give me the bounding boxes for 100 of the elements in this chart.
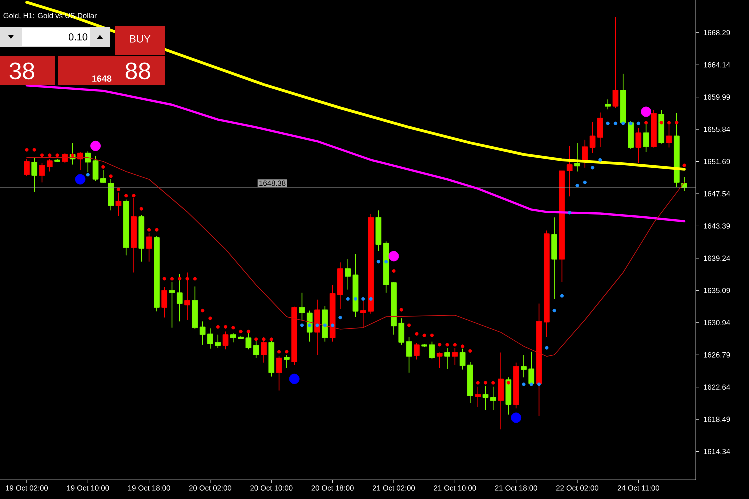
point [376, 260, 380, 264]
candlestick [162, 287, 168, 318]
point [32, 148, 36, 152]
point [537, 382, 542, 386]
point [484, 381, 488, 385]
point [354, 297, 358, 301]
candlestick [85, 151, 92, 173]
point [438, 343, 442, 347]
point [102, 165, 106, 169]
point [644, 121, 648, 125]
point [660, 121, 664, 125]
point [124, 194, 128, 198]
annotation: 38 [10, 62, 34, 80]
candlestick [253, 339, 260, 359]
point [246, 330, 251, 334]
point [453, 343, 457, 347]
candlestick [436, 352, 443, 369]
point [193, 277, 197, 281]
point [116, 188, 121, 192]
point [614, 122, 618, 126]
candlestick [666, 122, 672, 148]
point [388, 251, 400, 262]
point [346, 297, 350, 301]
point [300, 324, 304, 328]
candlestick [406, 336, 412, 374]
point [590, 166, 595, 170]
candlestick [612, 16, 619, 108]
point [606, 122, 610, 126]
candlestick [276, 356, 282, 392]
point [384, 260, 388, 264]
point [552, 308, 556, 313]
point [583, 180, 587, 184]
point [186, 277, 190, 281]
point [148, 228, 152, 232]
point [40, 154, 44, 158]
point [132, 194, 136, 198]
candlestick [261, 336, 267, 364]
point [170, 277, 174, 281]
point [492, 381, 496, 385]
point [323, 324, 327, 328]
point [636, 122, 640, 126]
point [239, 330, 243, 334]
point [331, 324, 335, 328]
point [511, 412, 522, 424]
candlestick [490, 386, 496, 411]
point [461, 344, 465, 348]
point [178, 277, 182, 281]
point [430, 334, 434, 338]
point [545, 346, 549, 350]
point [407, 324, 412, 328]
point [598, 158, 602, 162]
point [308, 324, 312, 328]
candlestick [482, 386, 489, 411]
point [71, 154, 75, 158]
candlestick [184, 272, 190, 320]
point [675, 121, 679, 125]
point [476, 381, 480, 385]
point [362, 297, 366, 301]
point [622, 122, 626, 126]
point [285, 350, 289, 354]
point [25, 148, 29, 152]
point [560, 294, 564, 298]
candlestick [169, 282, 176, 328]
candlestick [636, 128, 642, 164]
point [568, 211, 572, 215]
candlestick [299, 292, 306, 320]
candlestick [284, 354, 290, 369]
point [446, 343, 450, 347]
point [682, 164, 686, 168]
candlestick [345, 259, 352, 290]
point [289, 374, 300, 384]
point [262, 338, 266, 342]
point [155, 228, 159, 232]
point [629, 122, 633, 126]
point [338, 316, 342, 320]
line-series [26, 84, 686, 223]
point [254, 338, 258, 342]
point [392, 269, 396, 273]
point [369, 297, 373, 301]
point [506, 381, 510, 385]
point [270, 338, 274, 342]
candlestick [24, 158, 30, 177]
point [667, 121, 672, 125]
candlestick [605, 99, 612, 110]
candlestick [62, 152, 68, 164]
point [400, 308, 404, 312]
candlestick [444, 348, 450, 370]
candlestick [574, 142, 580, 172]
candlestick [475, 386, 482, 408]
point [201, 308, 205, 313]
point [75, 174, 86, 185]
point [216, 325, 220, 329]
point [415, 332, 419, 336]
candlestick [32, 157, 38, 192]
point [232, 326, 236, 330]
candlestick [222, 331, 229, 350]
candlestick [314, 299, 320, 356]
candlestick [582, 140, 588, 168]
point [224, 325, 228, 329]
annotation: 0.10 [68, 34, 88, 41]
